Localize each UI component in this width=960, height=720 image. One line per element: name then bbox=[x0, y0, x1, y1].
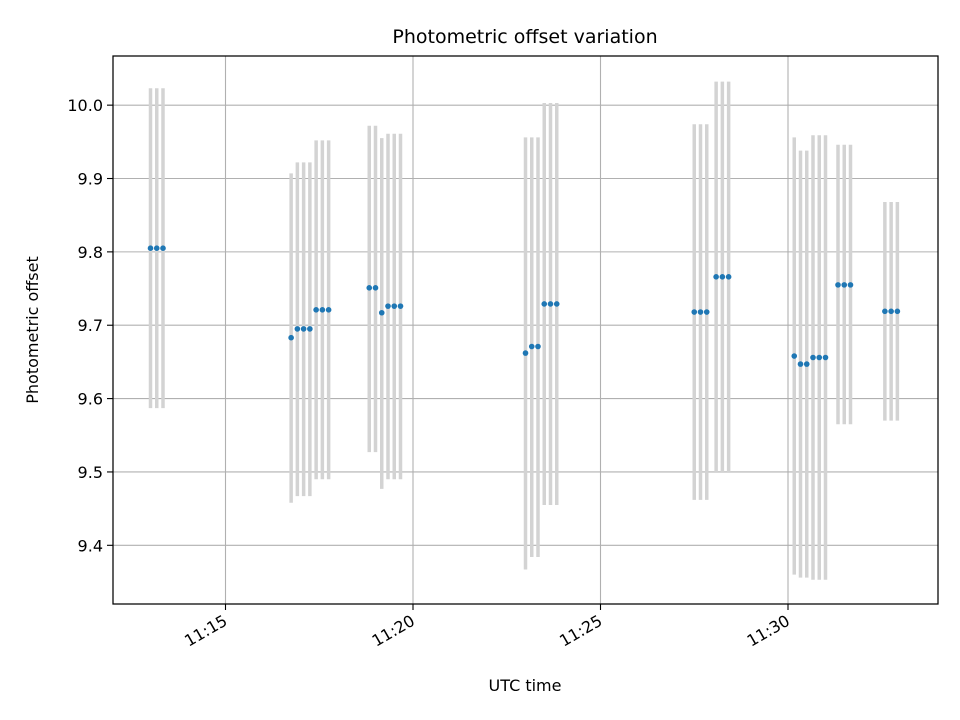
data-point bbox=[894, 308, 901, 315]
y-tick-label: 9.8 bbox=[78, 243, 103, 262]
data-point bbox=[888, 308, 894, 315]
data-point bbox=[791, 353, 798, 359]
data-point bbox=[541, 301, 548, 307]
data-point bbox=[535, 343, 541, 350]
data-point bbox=[325, 307, 332, 313]
y-tick-label: 9.5 bbox=[78, 463, 103, 482]
x-axis-label: UTC time bbox=[489, 676, 562, 695]
data-point bbox=[397, 303, 404, 309]
data-point bbox=[319, 307, 326, 313]
data-point bbox=[372, 285, 379, 291]
data-point bbox=[391, 303, 398, 309]
data-point bbox=[307, 326, 313, 332]
y-tick-label: 9.7 bbox=[78, 316, 103, 335]
y-axis-ticks: 9.4 9.5 9.6 9.7 9.8 9.9 10.0 bbox=[67, 96, 113, 555]
y-tick-label: 9.6 bbox=[78, 390, 103, 409]
data-points bbox=[147, 245, 901, 367]
data-point bbox=[719, 274, 726, 280]
data-point bbox=[822, 354, 829, 361]
data-point bbox=[385, 303, 391, 309]
data-point bbox=[691, 309, 698, 315]
data-point bbox=[810, 354, 816, 361]
y-tick-label: 9.4 bbox=[78, 536, 103, 555]
data-point bbox=[147, 245, 154, 252]
data-point bbox=[547, 301, 554, 307]
data-point bbox=[313, 307, 319, 313]
data-point bbox=[300, 326, 307, 332]
data-point bbox=[697, 309, 704, 315]
data-point bbox=[153, 245, 160, 252]
data-point bbox=[803, 361, 810, 367]
data-point bbox=[797, 361, 804, 367]
axes-frame bbox=[112, 55, 939, 605]
chart-title: Photometric offset variation bbox=[392, 26, 657, 48]
y-axis-label: Photometric offset bbox=[23, 256, 42, 404]
data-point bbox=[725, 274, 732, 280]
data-point bbox=[528, 343, 535, 350]
data-point bbox=[882, 308, 888, 315]
data-point bbox=[713, 274, 719, 280]
data-point bbox=[522, 350, 529, 356]
data-point bbox=[366, 285, 373, 291]
data-point bbox=[160, 245, 166, 252]
data-point bbox=[816, 354, 823, 361]
data-point bbox=[847, 282, 854, 288]
y-tick-label: 10.0 bbox=[67, 96, 103, 115]
data-point bbox=[288, 334, 294, 341]
data-point bbox=[553, 301, 560, 307]
y-tick-label: 9.9 bbox=[78, 170, 103, 189]
data-point bbox=[703, 309, 710, 315]
data-point bbox=[378, 309, 385, 316]
data-point bbox=[835, 282, 841, 288]
data-point bbox=[841, 282, 848, 288]
data-point bbox=[294, 326, 301, 332]
